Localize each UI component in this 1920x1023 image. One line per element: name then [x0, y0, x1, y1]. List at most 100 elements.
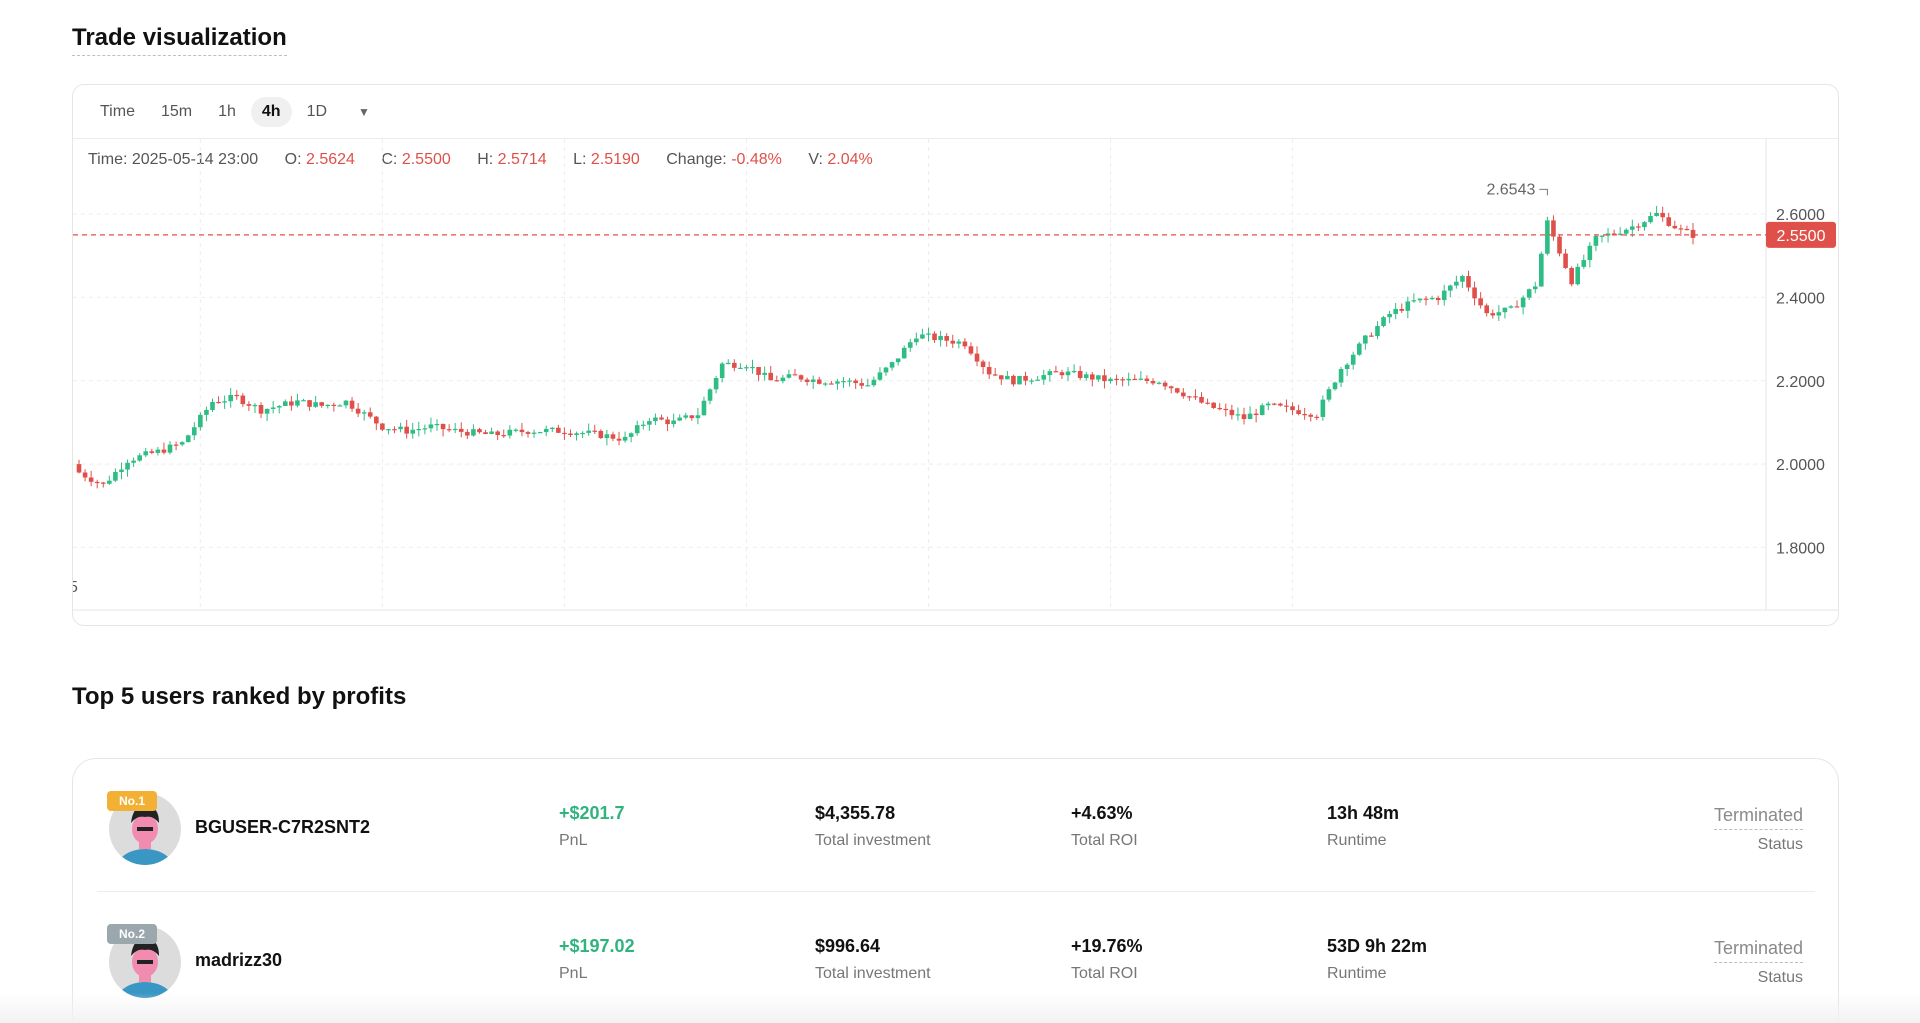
status-value[interactable]: Terminated — [1713, 805, 1803, 830]
candle-body — [1356, 343, 1362, 355]
candle-body — [1587, 245, 1593, 261]
candle-body — [634, 425, 640, 434]
candle-body — [1478, 298, 1483, 306]
candle-body — [155, 449, 161, 453]
candle-body — [283, 401, 288, 406]
candle-body — [428, 424, 434, 429]
candle-body — [920, 334, 925, 339]
candle-body — [1259, 405, 1265, 416]
candle-body — [780, 377, 786, 382]
caret-down-icon[interactable]: ▼ — [358, 104, 370, 119]
candle-body — [1168, 386, 1174, 389]
candle-body — [1435, 297, 1441, 301]
candle-body — [416, 428, 422, 431]
candle-body — [586, 430, 591, 433]
candle-body — [647, 421, 652, 425]
candle-body — [744, 367, 749, 369]
candle-body — [1545, 220, 1550, 254]
candle-body — [707, 389, 713, 401]
status-label: Status — [1757, 836, 1803, 853]
candle-body — [1447, 285, 1453, 291]
candle-body — [1047, 371, 1053, 376]
candle-body — [1332, 382, 1338, 390]
candle-body — [1636, 226, 1641, 228]
candle-body — [1484, 305, 1489, 314]
candle-body — [1466, 276, 1471, 288]
candle-body — [1308, 414, 1314, 417]
user-row[interactable]: No.1 BGUSER-C7R2SNT2 +$201.7 PnL $4,355.… — [97, 759, 1815, 891]
candle-body — [677, 417, 682, 421]
candle-body — [980, 361, 986, 368]
runtime-value: 13h 48m — [1327, 803, 1400, 823]
candle-body — [307, 400, 312, 407]
candle-body — [926, 333, 931, 335]
status-label: Status — [1757, 969, 1803, 986]
candle-body — [1272, 403, 1277, 405]
candle-body — [94, 481, 100, 484]
candle-body — [1211, 402, 1216, 408]
candle-body — [458, 428, 464, 432]
runtime-metric: 13h 48m Runtime — [1327, 803, 1399, 850]
candle-body — [1375, 325, 1380, 337]
candle-body — [107, 480, 112, 484]
candle-body — [507, 429, 513, 436]
candle-body — [622, 436, 628, 441]
timeframe-time-button[interactable]: Time — [100, 102, 135, 120]
candle-body — [465, 431, 470, 436]
y-tick-label: 2.0000 — [1776, 457, 1825, 474]
candle-body — [125, 462, 130, 470]
candle-body — [1526, 289, 1532, 298]
candle-body — [1344, 364, 1350, 370]
candlestick-chart[interactable]: 2.6000 2.4000 2.2000 2.0000 1.8000 04-14 04-19… — [73, 139, 1839, 626]
candle-body — [580, 432, 585, 435]
candle-body — [1138, 378, 1144, 380]
ohlc-high-label: H: — [477, 151, 494, 168]
candle-body — [1490, 313, 1496, 316]
candle-body — [1690, 229, 1696, 238]
y-edge-label: 5 — [73, 579, 78, 596]
timeframe-1d-button[interactable]: 1D — [306, 102, 328, 120]
user-name[interactable]: BGUSER-C7R2SNT2 — [195, 817, 371, 837]
candle-body — [1017, 375, 1022, 385]
x-tick-label: 04-29 — [726, 625, 767, 626]
candle-body — [1041, 375, 1047, 380]
candle-body — [847, 380, 852, 382]
candle-body — [1411, 300, 1417, 302]
candle-body — [683, 415, 689, 418]
candle-body — [1174, 388, 1180, 393]
candle-body — [1053, 371, 1059, 373]
user-name[interactable]: madrizz30 — [195, 950, 283, 970]
candle-body — [932, 333, 937, 341]
candle-body — [768, 372, 774, 381]
roi-value: +4.63% — [1071, 803, 1133, 823]
user-row[interactable]: No.2 madrizz30 +$197.02 PnL $996.64 Tota… — [97, 892, 1815, 1023]
candle-body — [264, 408, 270, 414]
candle-body — [137, 455, 142, 461]
candle-body — [1684, 228, 1690, 231]
candle-body — [258, 405, 264, 414]
ohlc-close-label: C: — [381, 151, 398, 168]
candle-body — [1557, 236, 1562, 254]
candle-body — [392, 429, 397, 431]
timeframe-1h-button[interactable]: 1h — [218, 102, 236, 120]
candle-body — [1508, 306, 1514, 308]
pnl-metric: +$197.02 PnL — [559, 936, 635, 983]
candle-body — [1611, 233, 1617, 235]
candle-body — [483, 432, 488, 435]
x-tick-label: 05-09 — [1090, 625, 1131, 626]
top-users-card: No.1 BGUSER-C7R2SNT2 +$201.7 PnL $4,355.… — [72, 758, 1839, 1023]
candle-body — [1678, 228, 1684, 230]
status-value[interactable]: Terminated — [1713, 938, 1803, 963]
candle-body — [1150, 380, 1156, 384]
timeframe-4h-button[interactable]: 4h — [250, 96, 292, 127]
candle-body — [276, 405, 282, 408]
candle-body — [386, 429, 391, 431]
candle-body — [592, 430, 598, 432]
candle-body — [313, 402, 318, 407]
rank-badge: No.2 — [107, 924, 157, 944]
timeframe-15m-button[interactable]: 15m — [160, 102, 193, 120]
candle-body — [665, 419, 670, 425]
y-tick-label: 2.4000 — [1776, 290, 1825, 307]
candle-body — [871, 379, 877, 386]
candle-body — [798, 375, 804, 380]
